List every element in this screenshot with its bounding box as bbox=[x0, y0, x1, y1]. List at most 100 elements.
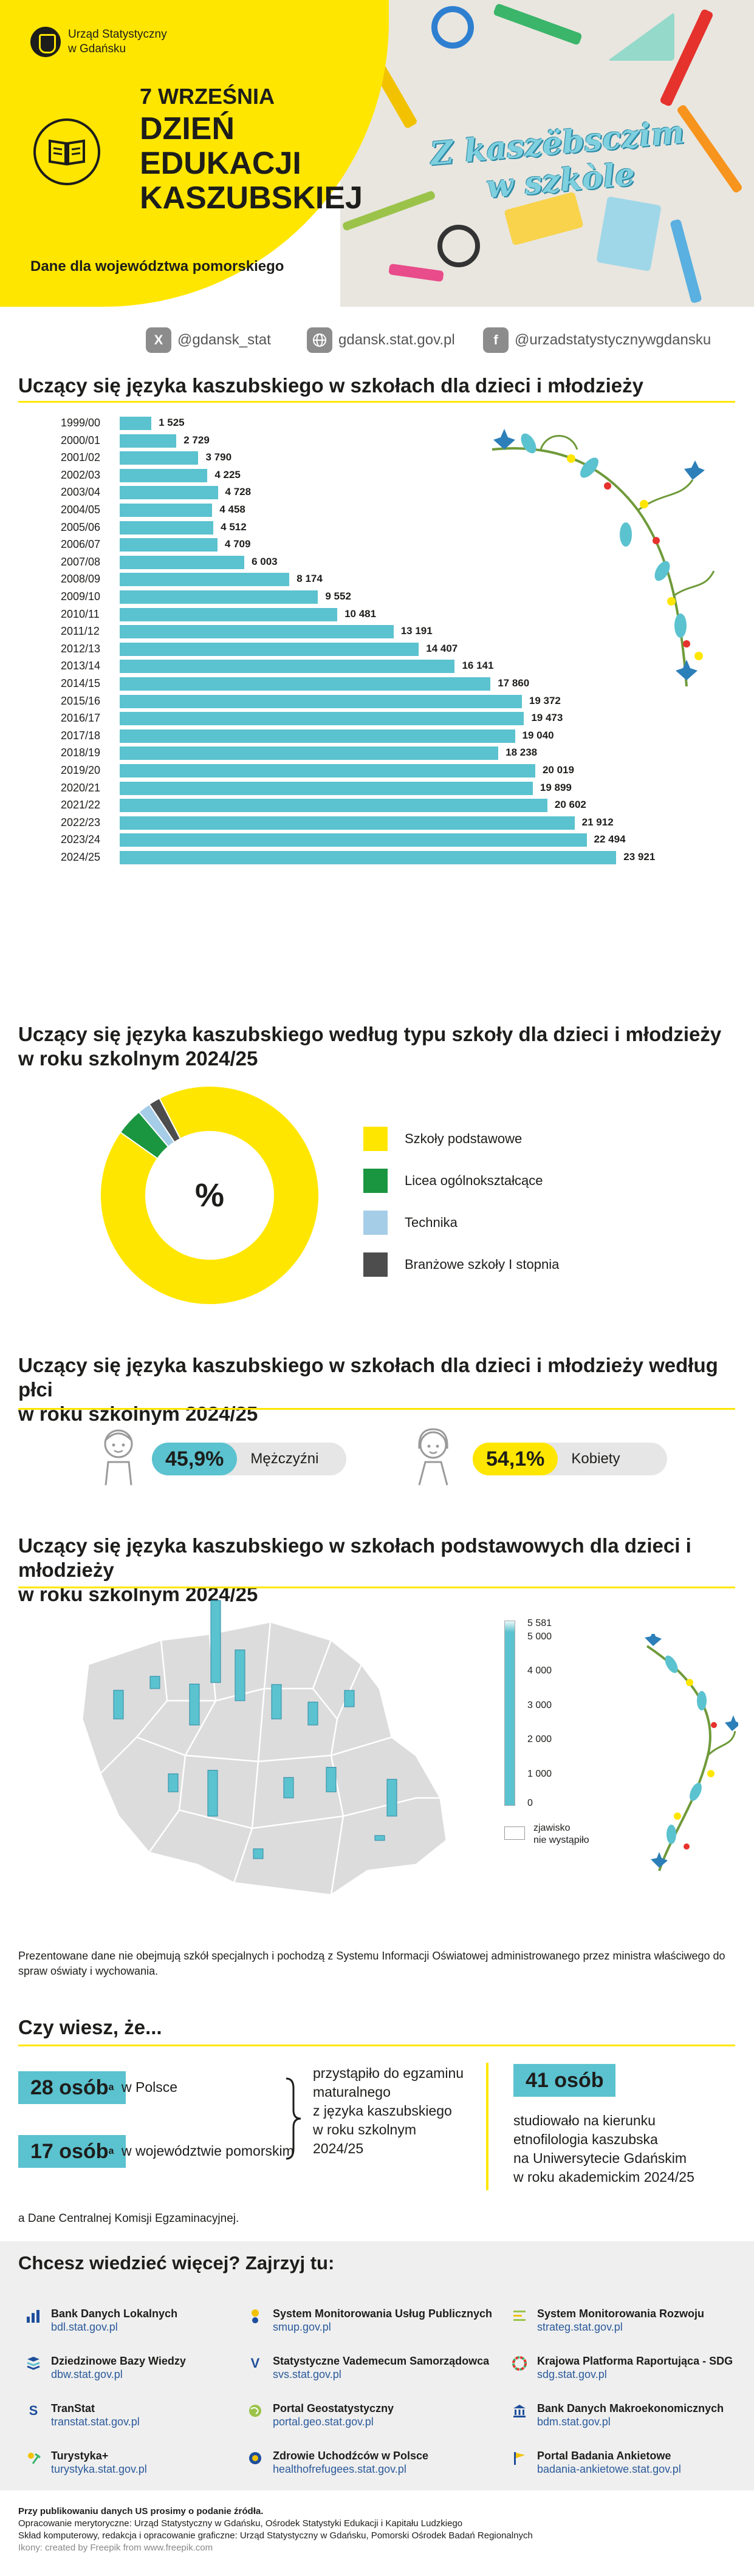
legend-label: Licea ogólnokształcące bbox=[405, 1173, 543, 1188]
link-url[interactable]: portal.geo.stat.gov.pl bbox=[273, 2416, 374, 2428]
x-logo-icon: X bbox=[146, 327, 171, 353]
legend-item-technical: Technika bbox=[363, 1211, 458, 1235]
fact-exam-text: przystąpiło do egzaminu maturalnego z ję… bbox=[313, 2065, 464, 2156]
bar-value-label: 6 003 bbox=[252, 555, 278, 567]
bar-category-label: 2013/14 bbox=[61, 660, 101, 672]
footer-content-author: Opracowanie merytoryczne: Urząd Statysty… bbox=[18, 2518, 463, 2529]
map-legend-empty-swatch bbox=[504, 1826, 525, 1840]
link-url[interactable]: sdg.stat.gov.pl bbox=[537, 2368, 607, 2380]
bar-category-label: 2018/19 bbox=[61, 746, 101, 759]
link-dbw[interactable]: Dziedzinowe Bazy Wiedzy dbw.stat.gov.pl bbox=[24, 2354, 186, 2381]
section-title-gender: Uczący się języka kaszubskiego w szkołac… bbox=[18, 1354, 718, 1425]
county-bar bbox=[386, 1778, 397, 1817]
fact-divider bbox=[486, 2063, 488, 2190]
county-bar bbox=[283, 1777, 294, 1799]
data-source-note: Prezentowane dane nie obejmują szkół spe… bbox=[18, 1950, 725, 1977]
bar-category-label: 2016/17 bbox=[61, 712, 101, 725]
link-ankiety[interactable]: Portal Badania Ankietowe badania-ankietow… bbox=[510, 2449, 681, 2476]
map-legend-tick: 4 000 bbox=[527, 1666, 552, 1676]
section-title-facts: Czy wiesz, że... bbox=[18, 2016, 162, 2038]
county-bar bbox=[189, 1684, 200, 1726]
bar-value-label: 8 174 bbox=[296, 573, 323, 585]
legend-item-lyceum: Licea ogólnokształcące bbox=[363, 1169, 543, 1193]
bar-value-label: 3 790 bbox=[205, 451, 232, 463]
link-geo[interactable]: Portal Geostatystyczny portal.geo.stat.go… bbox=[246, 2402, 394, 2428]
menu-lines-icon bbox=[510, 2307, 529, 2325]
male-share-value: 45,9% bbox=[152, 1443, 238, 1475]
link-health[interactable]: Zdrowie Uchodźców w Polsce healthofrefuge… bbox=[246, 2449, 428, 2476]
male-share-label: Mężczyźni bbox=[250, 1450, 319, 1467]
check-v-icon: V bbox=[250, 2356, 260, 2371]
county-bar bbox=[326, 1767, 337, 1792]
link-name: Dziedzinowe Bazy Wiedzy bbox=[51, 2355, 186, 2367]
bar bbox=[120, 504, 213, 517]
section-divider bbox=[18, 1587, 735, 1588]
link-bdl[interactable]: Bank Danych Lokalnych bdl.stat.gov.pl bbox=[24, 2307, 177, 2334]
link-url[interactable]: smup.gov.pl bbox=[273, 2321, 331, 2333]
link-name: Bank Danych Lokalnych bbox=[51, 2308, 178, 2320]
link-transtat[interactable]: S TranStat transtat.stat.gov.pl bbox=[24, 2402, 140, 2428]
link-strateg[interactable]: System Monitorowania Rozwoju strateg.stat… bbox=[510, 2307, 704, 2334]
social-facebook[interactable]: f @urzadstatystycznywgdansku bbox=[483, 325, 711, 355]
footer-icon-credit: Ikony: created by Freepik from www.freep… bbox=[18, 2543, 213, 2553]
section-divider bbox=[18, 2045, 735, 2046]
bar bbox=[120, 660, 455, 674]
link-url[interactable]: dbw.stat.gov.pl bbox=[51, 2368, 123, 2380]
link-url[interactable]: bdl.stat.gov.pl bbox=[51, 2321, 118, 2333]
sdg-wheel-icon bbox=[510, 2354, 529, 2373]
map-legend-empty-label: zjawisko nie wystąpiło bbox=[533, 1823, 589, 1845]
bar bbox=[120, 538, 218, 552]
bar-value-label: 10 481 bbox=[344, 607, 377, 620]
link-url[interactable]: healthofrefugees.stat.gov.pl bbox=[273, 2463, 406, 2475]
bar-row: 2006/07 4 709 bbox=[0, 536, 754, 553]
link-name: Portal Badania Ankietowe bbox=[537, 2450, 671, 2462]
bar bbox=[120, 799, 547, 813]
county-bar bbox=[168, 1773, 179, 1792]
bar-row: 2012/13 14 407 bbox=[0, 640, 754, 657]
bar bbox=[120, 781, 533, 795]
boy-icon bbox=[104, 1429, 133, 1486]
link-svs[interactable]: V Statystyczne Vademecum Samorządowca svs… bbox=[246, 2354, 490, 2381]
link-name: System Monitorowania Rozwoju bbox=[537, 2308, 705, 2320]
bar bbox=[120, 555, 245, 569]
header-banner: Urząd Statystyczny w Gdańsku 7 WRZEŚNIA … bbox=[0, 0, 754, 307]
link-sdg[interactable]: Krajowa Platforma Raportująca - SDG sdg.s… bbox=[510, 2354, 733, 2381]
link-url[interactable]: bdm.stat.gov.pl bbox=[537, 2416, 611, 2428]
county-bar bbox=[307, 1701, 318, 1726]
bar-row: 2004/05 4 458 bbox=[0, 501, 754, 518]
bar bbox=[120, 712, 524, 726]
legend-swatch bbox=[363, 1252, 388, 1277]
donut-center-label: % bbox=[194, 1177, 224, 1214]
link-url[interactable]: svs.stat.gov.pl bbox=[273, 2368, 341, 2380]
male-share: 45,9% Mężczyźni bbox=[152, 1443, 346, 1475]
bar-category-label: 2022/23 bbox=[61, 816, 101, 828]
fact-poland-text: w Polsce bbox=[122, 2079, 178, 2095]
link-smup[interactable]: System Monitorowania Usług Publicznych sm… bbox=[246, 2307, 492, 2334]
bar bbox=[120, 729, 515, 743]
county-bar bbox=[374, 1835, 385, 1841]
bar-value-label: 19 040 bbox=[522, 729, 554, 741]
bar-value-label: 4 512 bbox=[221, 521, 247, 533]
link-url[interactable]: transtat.stat.gov.pl bbox=[51, 2416, 140, 2428]
link-name: Zdrowie Uchodźców w Polsce bbox=[273, 2450, 429, 2462]
social-x[interactable]: X @gdansk_stat bbox=[146, 325, 271, 355]
bar-row: 2010/11 10 481 bbox=[0, 606, 754, 623]
link-url[interactable]: turystyka.stat.gov.pl bbox=[51, 2463, 147, 2475]
link-url[interactable]: badania-ankietowe.stat.gov.pl bbox=[537, 2463, 681, 2475]
fact-poland-badge: 28 osób a bbox=[18, 2071, 126, 2104]
link-url[interactable]: strateg.stat.gov.pl bbox=[537, 2321, 623, 2333]
section-title-trend: Uczący się języka kaszubskiego w szkołac… bbox=[18, 374, 643, 397]
bar-category-label: 2007/08 bbox=[61, 555, 101, 568]
system-monitoring-icon bbox=[246, 2307, 264, 2325]
link-bdm[interactable]: Bank Danych Makroekonomicznych bdm.stat.g… bbox=[510, 2402, 724, 2428]
map-legend-tick: 1 000 bbox=[527, 1769, 552, 1779]
bar bbox=[120, 694, 522, 708]
social-web[interactable]: gdansk.stat.gov.pl bbox=[307, 325, 455, 355]
bar-category-label: 2019/20 bbox=[61, 764, 101, 776]
bar bbox=[120, 746, 499, 760]
bar-category-label: 2003/04 bbox=[61, 486, 101, 499]
social-facebook-handle: @urzadstatystycznywgdansku bbox=[515, 332, 711, 348]
school-supplies-photo bbox=[340, 0, 754, 307]
bar-row: 2011/12 13 191 bbox=[0, 623, 754, 640]
link-turystyka[interactable]: Turystyka+ turystyka.stat.gov.pl bbox=[24, 2449, 147, 2476]
